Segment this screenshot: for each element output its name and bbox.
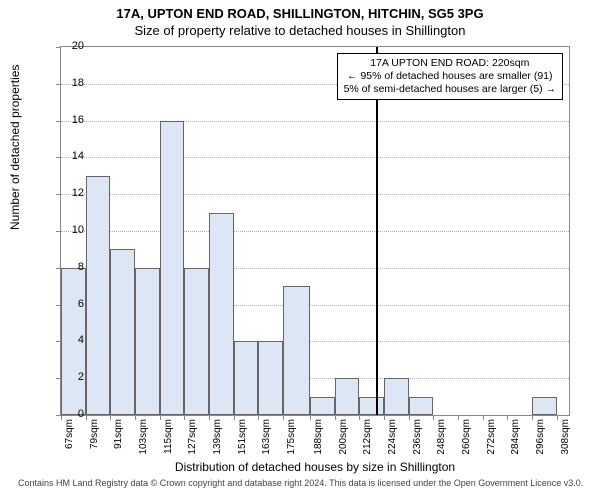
xtick-mark [283,415,284,420]
ytick-label: 20 [54,40,84,52]
marker-line [376,47,378,415]
xtick-mark [135,415,136,420]
xtick-mark [532,415,533,420]
xtick-label: 248sqm [436,419,447,455]
xtick-label: 163sqm [261,419,272,455]
xtick-label: 308sqm [560,419,571,455]
xtick-mark [86,415,87,420]
xtick-mark [258,415,259,420]
xtick-mark [160,415,161,420]
xtick-label: 79sqm [89,419,100,449]
xtick-label: 296sqm [535,419,546,455]
histogram-bar [86,176,111,415]
xtick-label: 175sqm [286,419,297,455]
xtick-mark [458,415,459,420]
histogram-bar [258,341,283,415]
xtick-label: 151sqm [237,419,248,455]
histogram-bar [359,397,384,415]
histogram-bar [135,268,160,415]
xtick-label: 103sqm [138,419,149,455]
gridline [61,194,569,195]
xtick-label: 200sqm [338,419,349,455]
annotation-line-1: 17A UPTON END ROAD: 220sqm [344,57,556,70]
annotation-box: 17A UPTON END ROAD: 220sqm← 95% of detac… [337,53,563,100]
gridline [61,121,569,122]
xtick-label: 212sqm [362,419,373,455]
xtick-label: 67sqm [64,419,75,449]
xtick-mark [209,415,210,420]
annotation-line-2: ← 95% of detached houses are smaller (91… [344,70,556,83]
footnote: Contains HM Land Registry data © Crown c… [18,478,583,488]
x-axis-label: Distribution of detached houses by size … [60,460,570,474]
plot-wrap: 67sqm79sqm91sqm103sqm115sqm127sqm139sqm1… [60,46,570,416]
xtick-label: 284sqm [510,419,521,455]
ytick-label: 12 [54,187,84,199]
xtick-mark [433,415,434,420]
xtick-label: 139sqm [212,419,223,455]
histogram-bar [110,249,135,415]
histogram-bar [234,341,259,415]
ytick-label: 0 [54,408,84,420]
xtick-mark [359,415,360,420]
ytick-label: 16 [54,114,84,126]
y-axis-label: Number of detached properties [8,65,22,230]
xtick-mark [335,415,336,420]
histogram-bar [209,213,234,415]
xtick-mark [507,415,508,420]
ytick-label: 2 [54,371,84,383]
histogram-bar [532,397,557,415]
histogram-bar [335,378,360,415]
xtick-label: 236sqm [412,419,423,455]
plot-area: 67sqm79sqm91sqm103sqm115sqm127sqm139sqm1… [60,46,570,416]
xtick-label: 224sqm [387,419,398,455]
chart-subtitle: Size of property relative to detached ho… [0,21,600,38]
ytick-label: 10 [54,224,84,236]
xtick-label: 260sqm [461,419,472,455]
xtick-mark [184,415,185,420]
xtick-mark [483,415,484,420]
histogram-bar [283,286,310,415]
xtick-label: 115sqm [163,419,174,454]
gridline [61,231,569,232]
xtick-label: 127sqm [187,419,198,455]
chart-container: 17A, UPTON END ROAD, SHILLINGTON, HITCHI… [0,0,600,500]
xtick-label: 272sqm [486,419,497,455]
ytick-label: 6 [54,298,84,310]
annotation-line-3: 5% of semi-detached houses are larger (5… [344,83,556,96]
histogram-bar [160,121,185,415]
ytick-label: 18 [54,77,84,89]
ytick-label: 8 [54,261,84,273]
xtick-mark [110,415,111,420]
xtick-mark [384,415,385,420]
ytick-label: 4 [54,334,84,346]
chart-title: 17A, UPTON END ROAD, SHILLINGTON, HITCHI… [0,0,600,21]
histogram-bar [409,397,434,415]
xtick-label: 91sqm [113,419,124,449]
xtick-mark [409,415,410,420]
histogram-bar [384,378,409,415]
ytick-label: 14 [54,150,84,162]
xtick-mark [234,415,235,420]
histogram-bar [184,268,209,415]
xtick-mark [310,415,311,420]
gridline [61,157,569,158]
xtick-mark [557,415,558,420]
histogram-bar [310,397,335,415]
xtick-label: 188sqm [313,419,324,455]
